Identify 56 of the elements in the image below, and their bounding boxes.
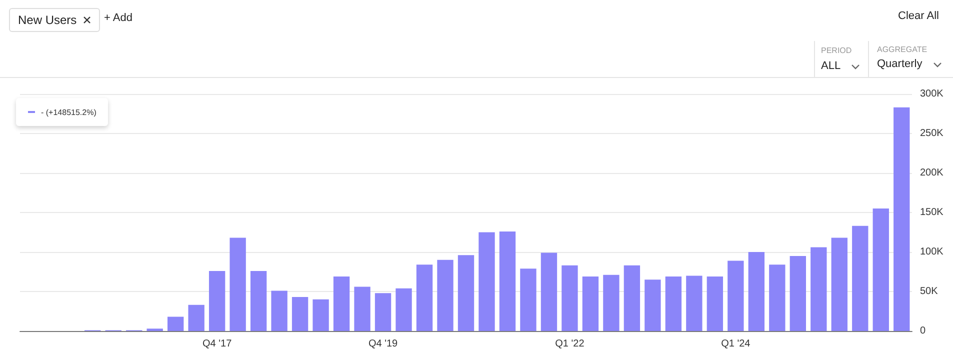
text: ALL bbox=[821, 60, 841, 72]
annotation: - (+148515.2%) bbox=[41, 108, 96, 116]
bar bbox=[208, 270, 226, 331]
x-tick-label: Q4 '19 bbox=[368, 338, 398, 350]
text: New Users bbox=[18, 13, 77, 27]
y-tick-label: 100K bbox=[920, 246, 944, 258]
bar bbox=[624, 265, 640, 331]
info-card: - (+148515.2%) bbox=[16, 98, 108, 126]
bar bbox=[686, 276, 702, 331]
text: Clear All bbox=[898, 10, 939, 22]
bar bbox=[706, 276, 724, 331]
bar bbox=[769, 264, 786, 331]
y-tick-label: 150K bbox=[920, 207, 944, 218]
x-tick-label: Q1 '24 bbox=[721, 338, 751, 350]
bar bbox=[748, 252, 765, 331]
bar bbox=[520, 268, 536, 331]
bar bbox=[188, 304, 204, 331]
bar bbox=[665, 276, 682, 331]
y-tick-label: 0 bbox=[920, 326, 926, 336]
bar bbox=[312, 299, 329, 331]
text: AGGREGATE bbox=[877, 45, 928, 54]
bar bbox=[333, 276, 350, 331]
bar bbox=[478, 232, 495, 331]
bar bbox=[167, 316, 184, 331]
bar bbox=[292, 297, 308, 331]
bar bbox=[728, 260, 744, 331]
bar bbox=[644, 280, 661, 331]
bar bbox=[872, 208, 889, 331]
bar bbox=[790, 256, 806, 331]
bar bbox=[603, 274, 620, 331]
y-tick-label: 300K bbox=[920, 88, 944, 100]
text: + Add bbox=[104, 12, 132, 24]
x-tick-label: Q1 '22 bbox=[555, 338, 585, 350]
text: PERIOD bbox=[821, 46, 852, 55]
bar bbox=[852, 226, 868, 331]
bar bbox=[582, 276, 599, 331]
bar bbox=[540, 252, 558, 331]
bar bbox=[499, 231, 516, 331]
bar bbox=[458, 255, 474, 331]
bar bbox=[374, 293, 392, 331]
y-tick-label: 200K bbox=[920, 168, 944, 178]
bar bbox=[831, 238, 848, 331]
bar bbox=[250, 270, 267, 331]
bar bbox=[437, 260, 454, 331]
bar bbox=[396, 288, 412, 331]
bar bbox=[416, 264, 433, 331]
y-tick-label: 50K bbox=[920, 286, 938, 297]
bar bbox=[562, 265, 578, 331]
y-tick-label: 250K bbox=[920, 128, 944, 139]
x-tick-label: Q4 '17 bbox=[202, 338, 232, 350]
bar bbox=[810, 247, 827, 331]
text: Quarterly bbox=[877, 58, 922, 70]
bar bbox=[271, 290, 288, 331]
bar bbox=[354, 286, 370, 331]
bar bbox=[230, 238, 246, 331]
bar bbox=[894, 107, 910, 331]
